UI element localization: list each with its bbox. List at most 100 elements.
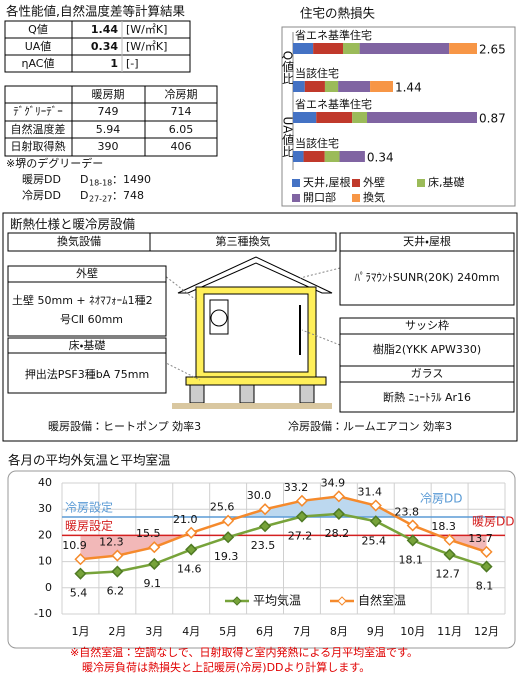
bar-segment — [449, 43, 477, 54]
legend-swatch — [292, 179, 300, 187]
value-label: 28.2 — [325, 527, 350, 540]
wall-label: 外壁 — [76, 267, 98, 280]
cell: 6.05 — [169, 123, 194, 136]
value-label: 23.8 — [394, 505, 419, 518]
wall-box — [7, 265, 167, 337]
foundation — [189, 384, 205, 404]
x-tick-label: 10月 — [400, 625, 425, 638]
y-tick-label: 20 — [38, 528, 52, 541]
bar-segment — [293, 43, 314, 54]
legend-label: 平均気温 — [253, 593, 301, 608]
vent-label: 換気設備 — [57, 234, 101, 248]
dd-symbol: D — [80, 189, 88, 202]
value-label: 25.4 — [362, 534, 387, 547]
unit: [W/㎡K] — [126, 40, 167, 53]
bar-segment — [293, 81, 305, 92]
wall-value: 土壁 50mm + ﾈｵﾏﾌｫｰﾑ1種2 — [12, 293, 153, 307]
ground — [172, 403, 332, 409]
marker — [443, 533, 456, 546]
x-tick-label: 5月 — [219, 625, 237, 638]
bar-segment — [304, 81, 325, 92]
value: 1.44 — [91, 23, 118, 36]
cell: 5.94 — [96, 123, 121, 136]
leader — [299, 267, 341, 279]
value-label: 19.3 — [214, 550, 239, 563]
marker — [148, 557, 161, 571]
x-tick-label: 6月 — [256, 625, 274, 638]
bar-segment — [339, 151, 365, 162]
sash-value: 樹脂2(YKK APW330) — [373, 342, 481, 356]
value-label: 6.2 — [107, 585, 125, 598]
dd-label: 冷房DD — [22, 189, 61, 202]
x-tick-label: 7月 — [293, 625, 311, 638]
marker — [480, 560, 493, 573]
bar-segment — [293, 151, 304, 162]
setpoint-label: 冷房設定 — [65, 501, 113, 515]
unit: [W/㎡K] — [126, 23, 167, 36]
legend-swatch — [352, 194, 360, 202]
bar-segment — [324, 151, 340, 162]
series-line — [80, 495, 487, 561]
floor-insulation — [185, 376, 327, 386]
x-tick-label: 1月 — [71, 625, 89, 638]
marker — [74, 553, 87, 566]
x-tick-label: 4月 — [182, 625, 200, 638]
label: Q値 — [28, 23, 48, 36]
row-label: ﾃﾞｸﾞﾘｰﾃﾞｰ — [13, 105, 63, 118]
marker — [258, 503, 272, 516]
legend-label: 自然室温 — [358, 593, 406, 608]
value-label: 10.9 — [62, 539, 87, 552]
note: ※堺のデグリーデー — [6, 156, 103, 170]
value-label: 5.4 — [70, 587, 88, 600]
marker — [480, 545, 493, 558]
season-table: 暖房期 冷房期 ﾃﾞｸﾞﾘｰﾃﾞｰ 749 714 自然温度差 5.94 6.0… — [4, 85, 218, 157]
bar-segment — [352, 112, 368, 123]
marker — [185, 543, 198, 556]
x-tick-label: 9月 — [367, 625, 385, 638]
sash-box — [339, 317, 515, 367]
value-label: 27.2 — [288, 530, 313, 543]
bar-segment — [293, 112, 317, 123]
unit: [-] — [126, 57, 139, 70]
setpoint-label: 暖房設定 — [65, 519, 113, 533]
marker — [369, 499, 382, 512]
dd-value: ：748 — [112, 189, 144, 202]
value-label: 12.3 — [99, 536, 124, 549]
legend-label: 床,基礎 — [428, 176, 465, 189]
value-label: 23.5 — [251, 539, 276, 552]
marker — [406, 519, 419, 532]
value-label: 21.0 — [173, 513, 198, 526]
footnote: 暖冷房負荷は熱損失と上記暖房(冷房)DDより計算します。 — [82, 660, 370, 674]
legend-label: 換気 — [363, 190, 385, 204]
cell: 390 — [98, 140, 119, 153]
foundation — [239, 384, 255, 404]
value: 0.34 — [91, 40, 118, 53]
bar-label: 当該住宅 — [295, 136, 339, 150]
value-label: 30.0 — [247, 489, 272, 502]
legend-swatch — [417, 179, 425, 187]
dd-symbol: D — [80, 173, 88, 186]
bar-label: 省エネ基準住宅 — [295, 97, 372, 111]
wall-value: 号CⅡ 60mm — [60, 313, 123, 326]
vent-box — [7, 232, 337, 252]
group-label: Q値比 — [281, 51, 295, 84]
results-title: 各性能値,自然温度差等計算結果 — [6, 4, 185, 19]
y-tick-label: -10 — [34, 607, 52, 620]
marker — [295, 510, 309, 523]
bar-segment — [313, 43, 343, 54]
total-label: 0.34 — [367, 151, 394, 165]
label: UA値 — [25, 40, 52, 53]
floor-label: 床・基礎 — [69, 339, 106, 352]
marker — [369, 515, 382, 528]
cooling-spec: 冷房設備：ルームエアコン 効率3 — [288, 420, 452, 433]
cell: 714 — [171, 105, 192, 118]
marker — [111, 565, 124, 578]
cell: 406 — [171, 140, 192, 153]
glass-box — [339, 365, 515, 413]
value: 1 — [110, 57, 118, 70]
marker — [332, 507, 345, 520]
value-label: 8.1 — [476, 580, 494, 593]
header: 冷房期 — [165, 88, 198, 101]
bar-label: 当該住宅 — [295, 66, 339, 80]
total-label: 2.65 — [479, 43, 506, 57]
